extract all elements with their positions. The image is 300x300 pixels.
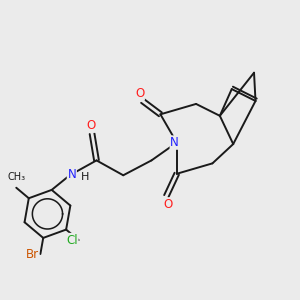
Text: H: H: [81, 172, 89, 182]
Text: O: O: [163, 198, 172, 211]
Text: N: N: [68, 168, 76, 181]
Text: N: N: [170, 136, 179, 149]
Text: O: O: [135, 87, 144, 100]
Text: O: O: [86, 119, 95, 132]
Text: Cl: Cl: [66, 234, 78, 247]
Text: CH₃: CH₃: [7, 172, 25, 182]
Text: Br: Br: [26, 248, 39, 260]
